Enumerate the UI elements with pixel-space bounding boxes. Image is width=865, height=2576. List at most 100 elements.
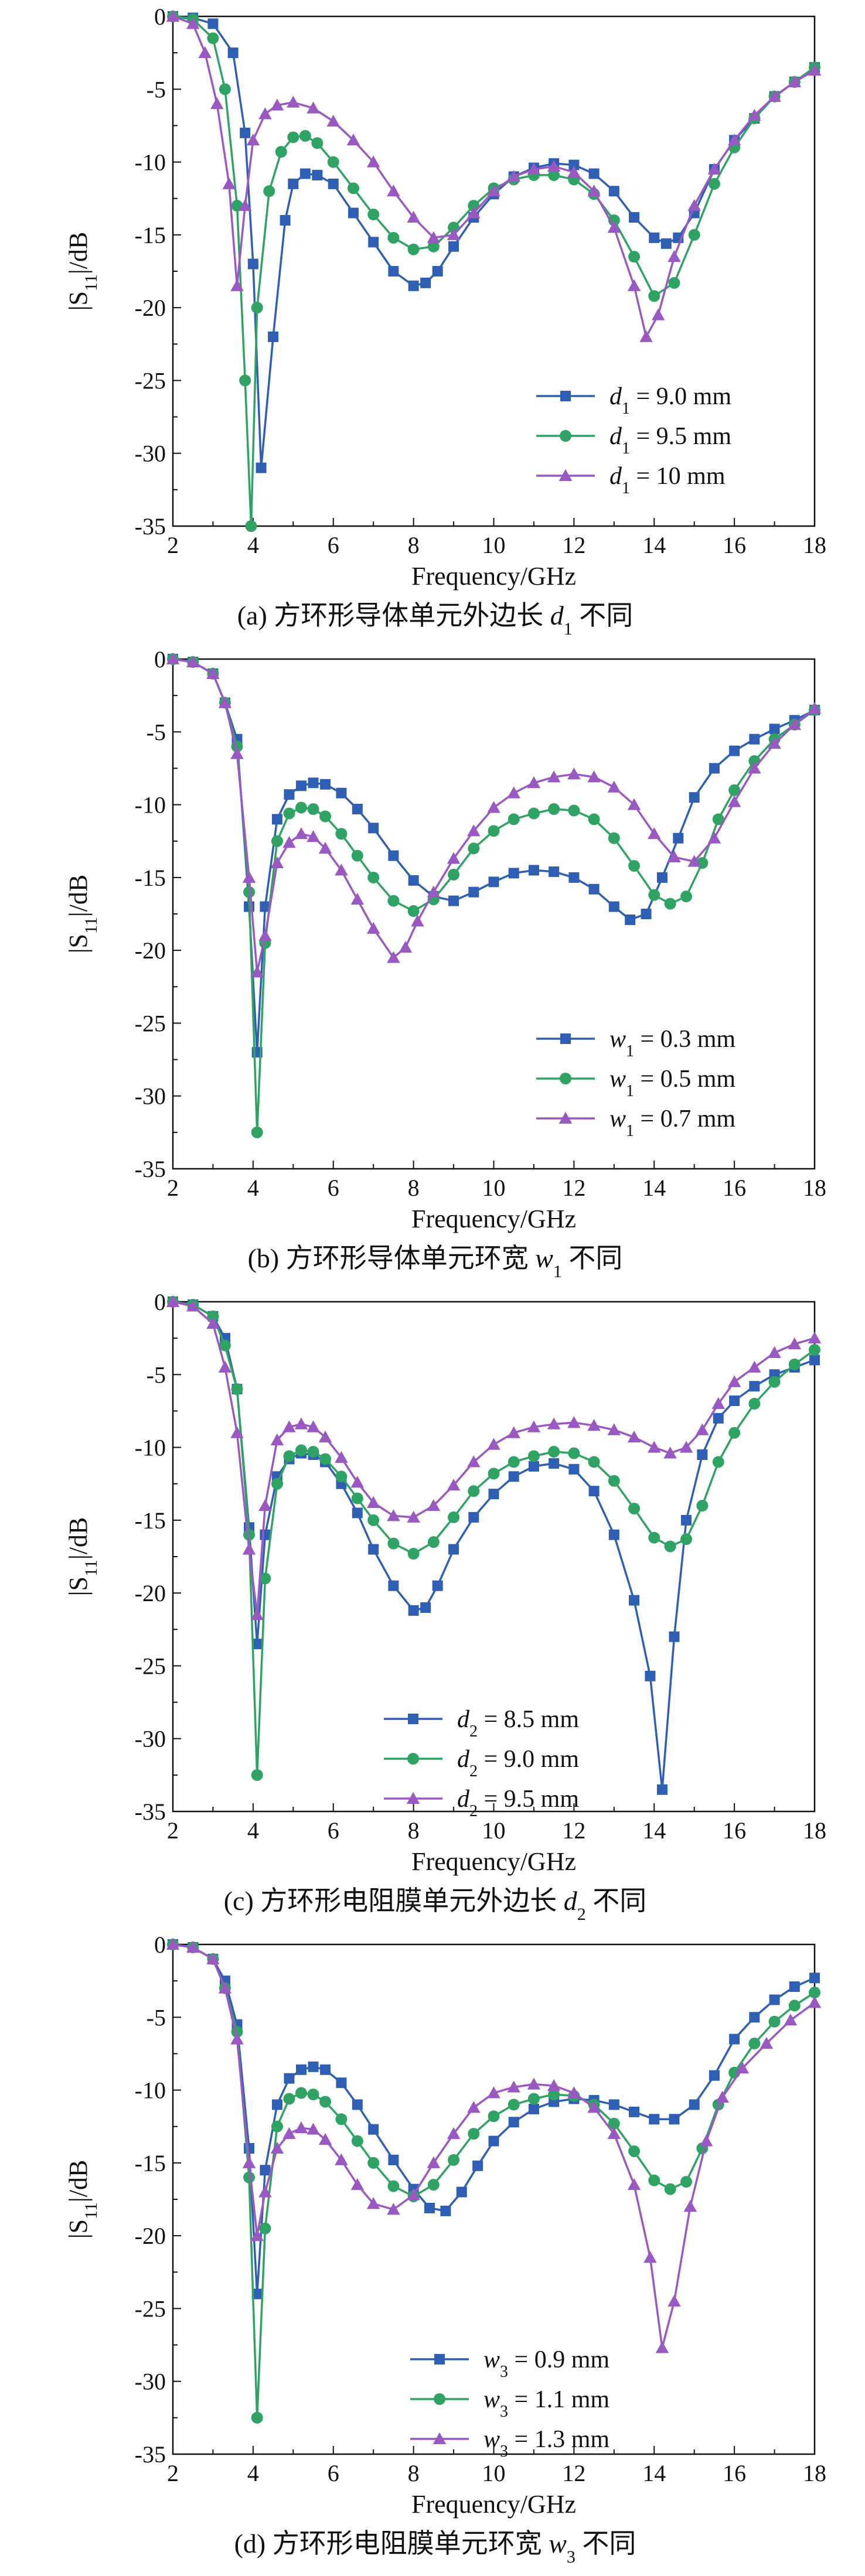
panel-caption: (a) 方环形导体单元外边长 d1 不同: [237, 601, 634, 639]
data-point: [680, 2176, 692, 2188]
data-point: [467, 1455, 481, 1468]
data-point: [809, 1987, 820, 1999]
data-point: [186, 1299, 200, 1312]
data-point: [271, 835, 283, 847]
data-point: [256, 462, 267, 473]
data-point: [668, 850, 681, 863]
x-tick-label: 6: [328, 2460, 339, 2486]
data-point: [769, 724, 780, 735]
data-point: [259, 1572, 271, 1585]
data-point: [230, 747, 244, 759]
data-point: [387, 951, 400, 963]
x-tick-label: 8: [408, 1175, 420, 1201]
data-point: [318, 1430, 332, 1443]
legend-label: d2 = 9.0 mm: [457, 1746, 579, 1780]
data-point: [735, 2062, 750, 2074]
data-point: [308, 777, 319, 789]
data-point: [645, 1670, 656, 1681]
legend: w3 = 0.9 mm w3 = 1.1 mm w3 = 1.3 mm: [410, 2346, 609, 2461]
data-point: [648, 827, 661, 840]
data-point: [387, 185, 400, 197]
data-point: [649, 232, 660, 243]
data-point: [367, 871, 380, 883]
data-point: [271, 1478, 283, 1490]
data-point: [696, 1500, 709, 1512]
legend-label: d1 = 9.5 mm: [609, 423, 731, 458]
data-point: [242, 871, 256, 883]
x-tick-label: 4: [247, 1817, 259, 1844]
data-point: [350, 2178, 365, 2191]
data-point: [227, 47, 239, 59]
data-point: [568, 804, 580, 817]
data-point: [271, 2120, 283, 2133]
data-point: [206, 1317, 220, 1329]
data-point: [311, 137, 323, 149]
data-point: [468, 886, 479, 898]
data-point: [307, 101, 320, 114]
data-point: [320, 779, 331, 790]
data-point: [346, 134, 360, 146]
data-point: [448, 2154, 460, 2166]
data-point: [528, 865, 539, 876]
data-point: [230, 2032, 244, 2045]
data-point: [588, 883, 600, 895]
data-point: [727, 1375, 741, 1387]
data-point: [328, 178, 339, 189]
data-point: [789, 1981, 800, 1992]
data-point: [238, 199, 252, 211]
data-point: [567, 1416, 581, 1428]
data-point: [368, 1544, 379, 1555]
data-point: [768, 736, 781, 749]
legend-marker: [560, 1073, 571, 1084]
data-point: [350, 892, 365, 905]
legend-marker: [560, 1033, 571, 1044]
data-point: [263, 185, 275, 197]
data-point: [447, 852, 461, 864]
data-point: [548, 2089, 560, 2101]
data-point: [749, 733, 760, 745]
data-point: [335, 2113, 348, 2125]
data-point: [809, 1344, 820, 1356]
data-point: [259, 2222, 271, 2234]
data-point: [488, 2135, 499, 2147]
data-point: [648, 1531, 660, 1544]
data-point: [240, 127, 251, 138]
data-point: [427, 1499, 441, 1511]
data-point: [307, 1446, 319, 1458]
x-tick-label: 8: [408, 532, 420, 558]
data-point: [608, 1475, 620, 1487]
y-tick-label: -10: [135, 792, 166, 818]
y-tick-label: -35: [135, 1156, 166, 1182]
data-point: [294, 1417, 308, 1429]
data-point: [270, 98, 284, 111]
data-point: [427, 1536, 440, 1548]
data-point: [809, 1354, 820, 1366]
data-point: [407, 905, 420, 917]
data-point: [367, 209, 380, 221]
data-point: [367, 1514, 380, 1526]
x-tick-label: 6: [328, 1817, 339, 1844]
data-point: [258, 2185, 272, 2198]
data-point: [669, 1631, 680, 1642]
data-point: [351, 2135, 363, 2147]
y-axis-title: |S11|/dB: [64, 1517, 101, 1596]
data-point: [387, 895, 400, 907]
data-point: [707, 831, 721, 844]
data-point: [568, 1447, 580, 1459]
data-point: [251, 1769, 263, 1781]
data-point: [587, 1419, 601, 1431]
series-line: [172, 658, 815, 1053]
data-point: [420, 277, 431, 288]
y-tick-label: 0: [154, 646, 166, 673]
data-point: [166, 1295, 180, 1307]
data-point: [448, 1544, 459, 1555]
data-point: [608, 2099, 619, 2110]
legend: w1 = 0.3 mm w1 = 0.5 mm w1 = 0.7 mm: [536, 1026, 735, 1140]
data-point: [728, 784, 741, 796]
data-point: [351, 1492, 363, 1504]
x-tick-label: 12: [562, 532, 585, 558]
data-point: [368, 237, 379, 248]
data-point: [408, 1605, 419, 1616]
data-point: [628, 2145, 641, 2157]
data-point: [284, 2073, 295, 2084]
